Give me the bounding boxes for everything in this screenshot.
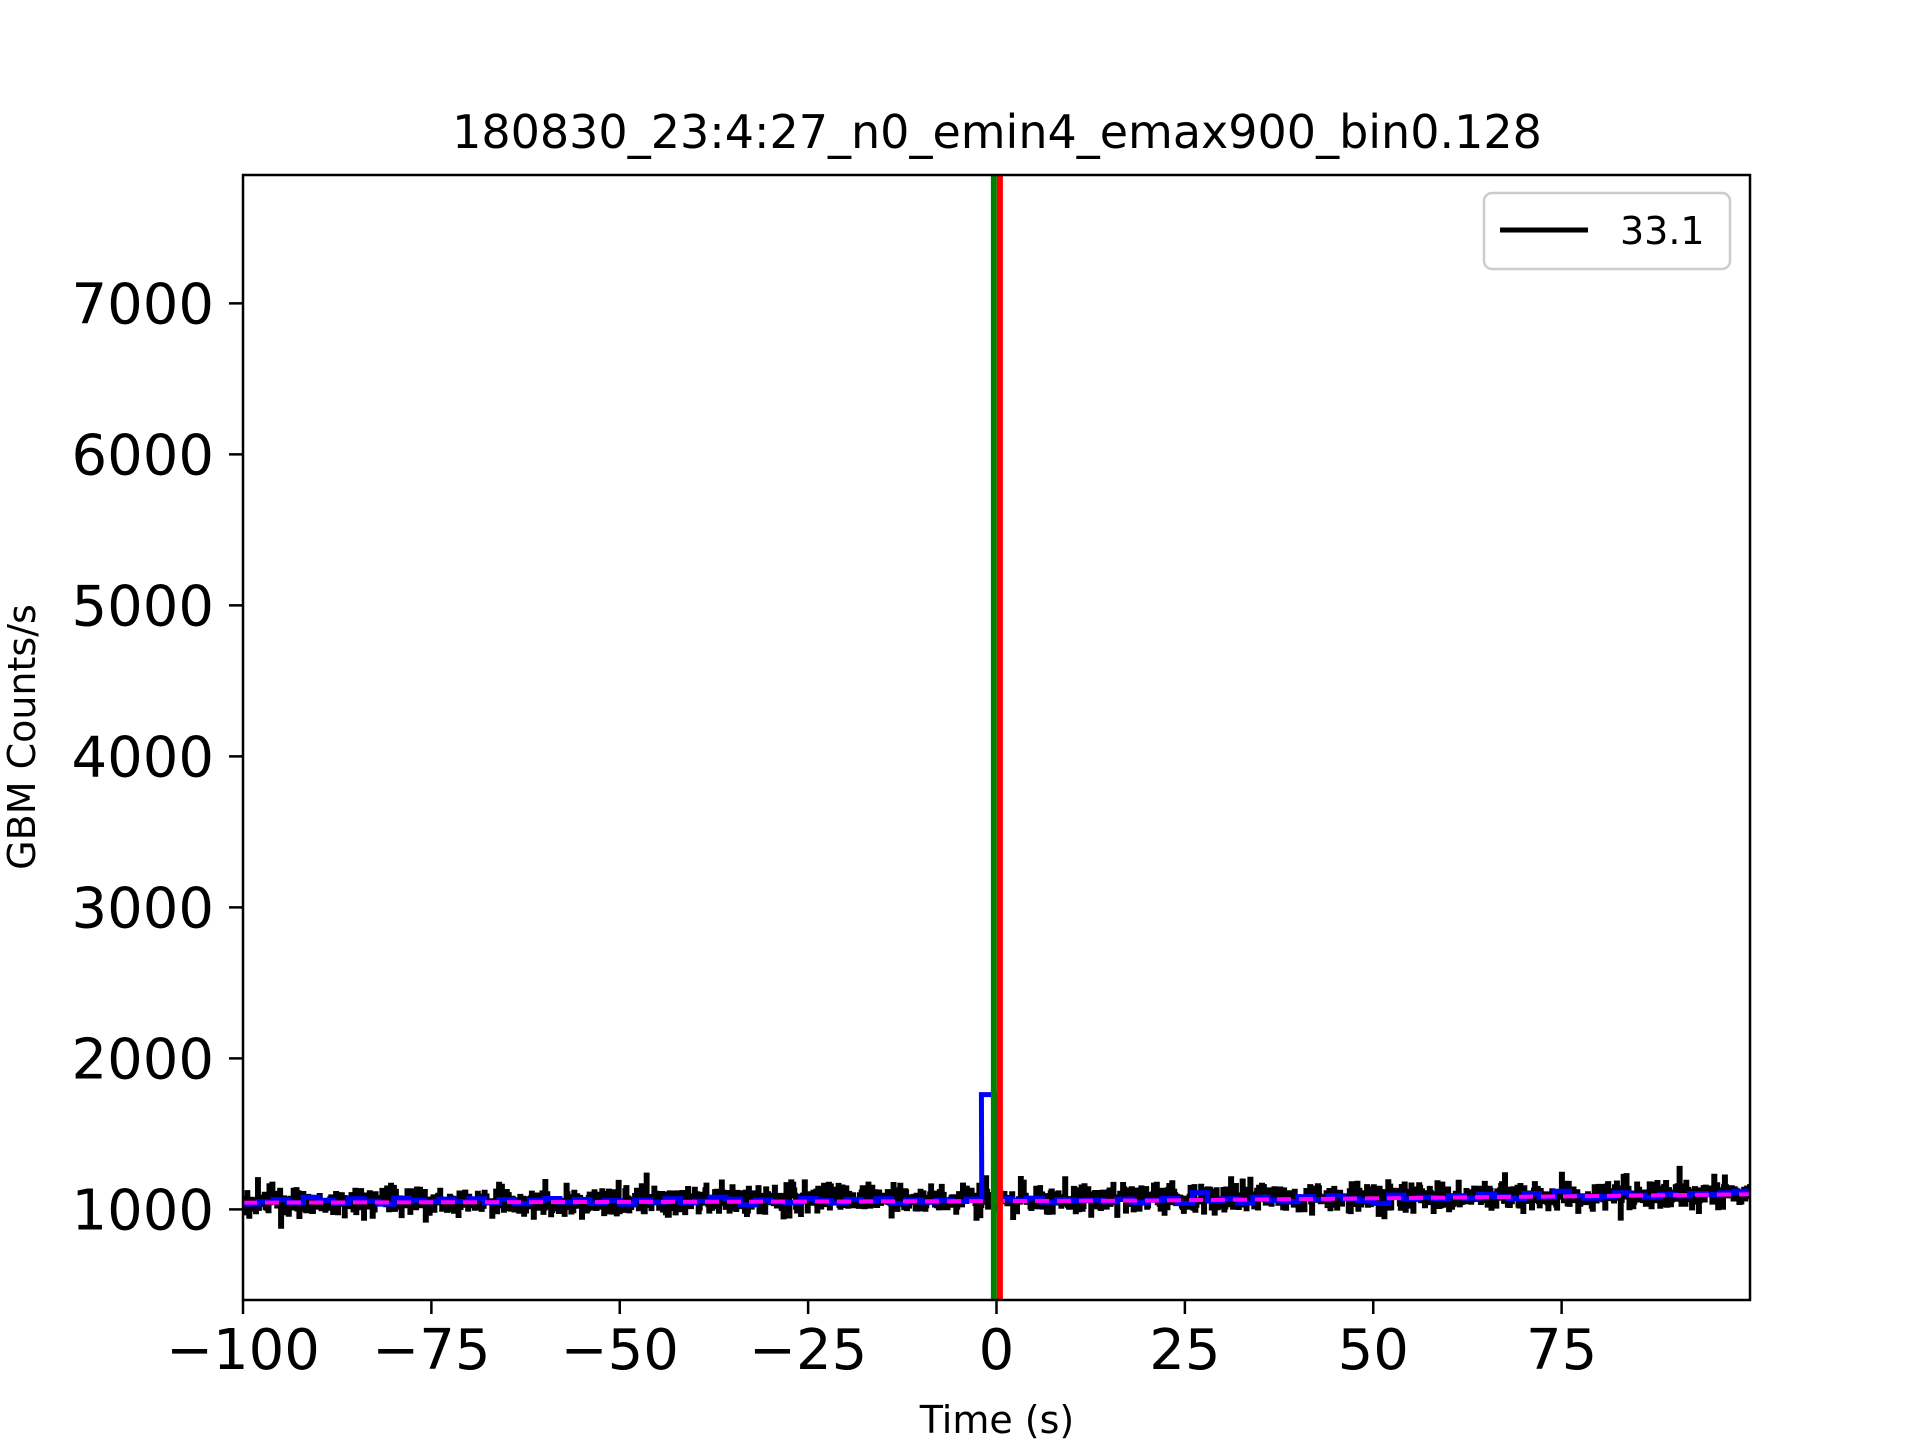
y-tick-label: 2000	[71, 1027, 214, 1092]
x-tick-label: 75	[1526, 1318, 1597, 1383]
x-tick-label: 0	[979, 1318, 1015, 1383]
legend-box	[1482, 191, 1732, 271]
y-tick-label: 4000	[71, 725, 214, 790]
y-tick-label: 1000	[71, 1178, 214, 1243]
x-tick-label: −75	[372, 1318, 490, 1383]
y-tick-label: 7000	[71, 272, 214, 337]
legend: 33.1	[1482, 191, 1732, 271]
legend-label: 33.1	[1620, 209, 1705, 253]
y-tick-label: 5000	[71, 574, 214, 639]
y-axis: 1000 2000 3000 4000 5000 6000 7000	[71, 272, 243, 1243]
x-tick-label: 50	[1338, 1318, 1409, 1383]
y-tick-label: 3000	[71, 876, 214, 941]
y-axis-label: GBM Counts/s	[0, 604, 44, 870]
x-tick-label: −50	[561, 1318, 679, 1383]
x-axis: −100 −75 −50 −25 0 25 50 75	[166, 1300, 1597, 1383]
x-tick-label: −100	[166, 1318, 320, 1383]
x-tick-label: −25	[749, 1318, 867, 1383]
y-tick-label: 6000	[71, 423, 214, 488]
chart-title: 180830_23:4:27_n0_emin4_emax900_bin0.128	[452, 105, 1542, 159]
x-axis-label: Time (s)	[919, 1398, 1075, 1440]
x-tick-label: 25	[1149, 1318, 1220, 1383]
plot-area	[243, 175, 1750, 1300]
